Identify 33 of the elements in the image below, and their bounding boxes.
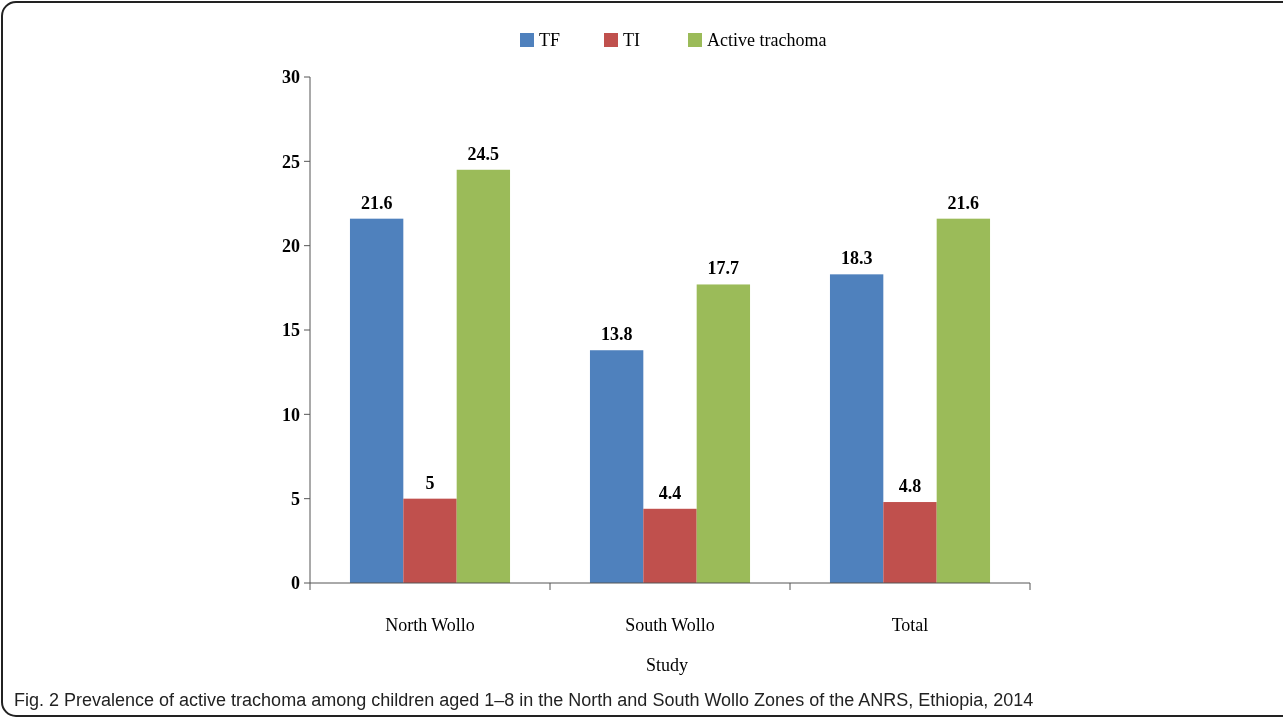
bar (883, 502, 937, 583)
bar (936, 218, 991, 583)
x-axis-title: Study (645, 655, 689, 675)
bar (456, 169, 511, 583)
data-label: 21.6 (947, 192, 980, 213)
legend-label: TF (539, 30, 561, 50)
caption: Fig. 2 Prevalence of active trachoma among children aged 1–8 in the North and South Wollo Zones of the ANRS, Ethiopia, 2014 (14, 690, 1034, 710)
y-tick-label: 20 (282, 235, 300, 256)
x-tick-label: Total (891, 615, 929, 635)
y-tick-label: 15 (282, 320, 300, 341)
data-label: 21.6 (360, 192, 393, 213)
y-tick-label: 0 (291, 573, 300, 594)
bar (696, 284, 751, 583)
y-tick-label: 25 (282, 151, 300, 172)
data-label: 5 (425, 472, 435, 493)
data-label: 4.4 (658, 482, 682, 503)
bar (589, 350, 644, 583)
x-tick-label: North Wollo (385, 615, 475, 635)
data-label: 24.5 (467, 143, 500, 164)
y-tick-label: 5 (291, 488, 300, 509)
legend-label: TI (623, 30, 640, 50)
data-label: 18.3 (840, 248, 873, 269)
bar (403, 498, 457, 583)
x-tick-label: South Wollo (625, 615, 715, 635)
data-label: 4.8 (898, 476, 922, 497)
y-tick-label: 10 (282, 404, 300, 425)
bar (349, 218, 404, 583)
data-label: 17.7 (707, 258, 740, 279)
bar (643, 508, 697, 583)
bar (829, 274, 884, 583)
legend-label: Active trachoma (707, 30, 827, 50)
y-tick-label: 30 (282, 67, 300, 88)
data-label: 13.8 (600, 324, 633, 345)
